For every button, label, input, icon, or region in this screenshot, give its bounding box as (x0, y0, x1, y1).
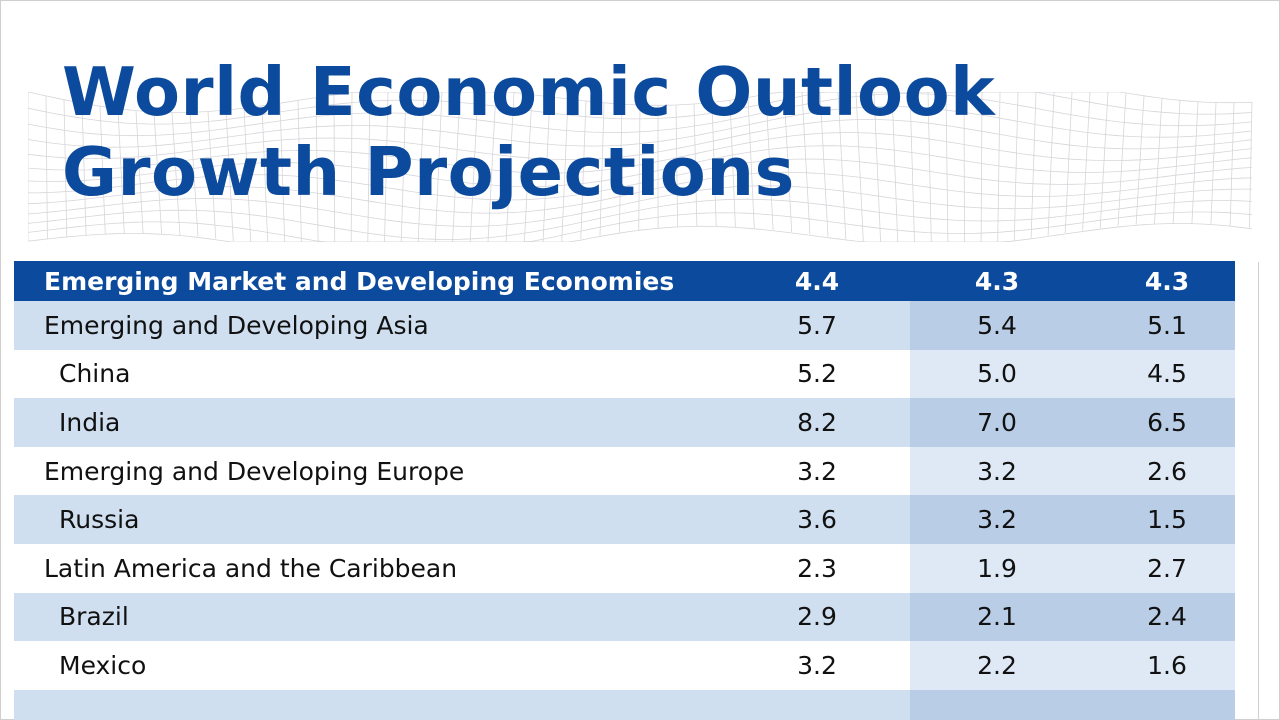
table-row: India 8.2 7.0 6.5 (14, 398, 1235, 447)
row-label: Brazil (59, 602, 129, 632)
row-label: Latin America and the Caribbean (44, 553, 458, 583)
table-row-partial (14, 690, 1235, 720)
row-value-3: 1.6 (1147, 650, 1187, 680)
row-label: China (59, 359, 131, 389)
row-value-2: 7.0 (977, 407, 1017, 437)
row-value-3: 4.5 (1147, 359, 1187, 389)
row-value-1: 3.6 (797, 505, 837, 535)
row-value-1: 4.4 (794, 266, 840, 296)
row-value-2: 5.4 (977, 310, 1017, 340)
row-value-3: 2.6 (1147, 456, 1187, 486)
row-value-1: 5.2 (797, 359, 837, 389)
row-label: Emerging and Developing Asia (44, 310, 429, 340)
row-value-1: 8.2 (797, 407, 837, 437)
column-shading (910, 641, 1235, 690)
row-value-3: 4.3 (1144, 266, 1190, 296)
row-value-2: 3.2 (977, 456, 1017, 486)
table-row: Emerging and Developing Asia 5.7 5.4 5.1 (14, 301, 1235, 350)
column-shading (910, 398, 1235, 447)
table-header-row: Emerging Market and Developing Economies… (14, 261, 1235, 301)
column-shading (910, 349, 1235, 399)
column-shading (910, 543, 1235, 593)
row-label: Russia (59, 505, 140, 535)
growth-projections-table: Emerging Market and Developing Economies… (14, 261, 1235, 690)
row-value-1: 3.2 (797, 456, 837, 486)
row-value-1: 2.3 (797, 553, 837, 583)
wave-mesh-background (28, 92, 1253, 242)
right-divider (1258, 262, 1259, 720)
row-value-2: 3.2 (977, 505, 1017, 535)
row-label: Emerging and Developing Europe (44, 456, 465, 486)
table-row: China 5.2 5.0 4.5 (14, 349, 1235, 399)
column-shading (910, 446, 1235, 496)
table-row: Emerging and Developing Europe 3.2 3.2 2.6 (14, 446, 1235, 496)
row-label: Mexico (59, 650, 147, 680)
table-row: Russia 3.6 3.2 1.5 (14, 495, 1235, 544)
column-shading (910, 301, 1235, 350)
title-line-1: World Economic Outlook (62, 53, 996, 131)
row-value-2: 1.9 (977, 553, 1017, 583)
row-value-3: 6.5 (1147, 407, 1187, 437)
table-row: Latin America and the Caribbean 2.3 1.9 2.7 (14, 543, 1235, 593)
row-value-2: 2.2 (977, 650, 1017, 680)
column-shading (910, 690, 1235, 720)
row-value-2: 2.1 (977, 602, 1017, 632)
row-value-3: 5.1 (1147, 310, 1187, 340)
column-shading (910, 495, 1235, 544)
row-value-3: 2.7 (1147, 553, 1187, 583)
row-value-2: 4.3 (974, 266, 1020, 296)
row-value-1: 3.2 (797, 650, 837, 680)
row-value-3: 1.5 (1147, 505, 1187, 535)
row-value-2: 5.0 (977, 359, 1017, 389)
row-value-1: 2.9 (797, 602, 837, 632)
row-value-3: 2.4 (1147, 602, 1187, 632)
page-title: World Economic Outlook Growth Projection… (62, 52, 995, 212)
table-row: Mexico 3.2 2.2 1.6 (14, 641, 1235, 690)
title-line-2: Growth Projections (62, 133, 795, 211)
row-value-1: 5.7 (797, 310, 837, 340)
row-label: India (59, 407, 121, 437)
table-row: Brazil 2.9 2.1 2.4 (14, 592, 1235, 642)
row-label: Emerging Market and Developing Economies (44, 266, 675, 296)
column-shading (910, 592, 1235, 642)
